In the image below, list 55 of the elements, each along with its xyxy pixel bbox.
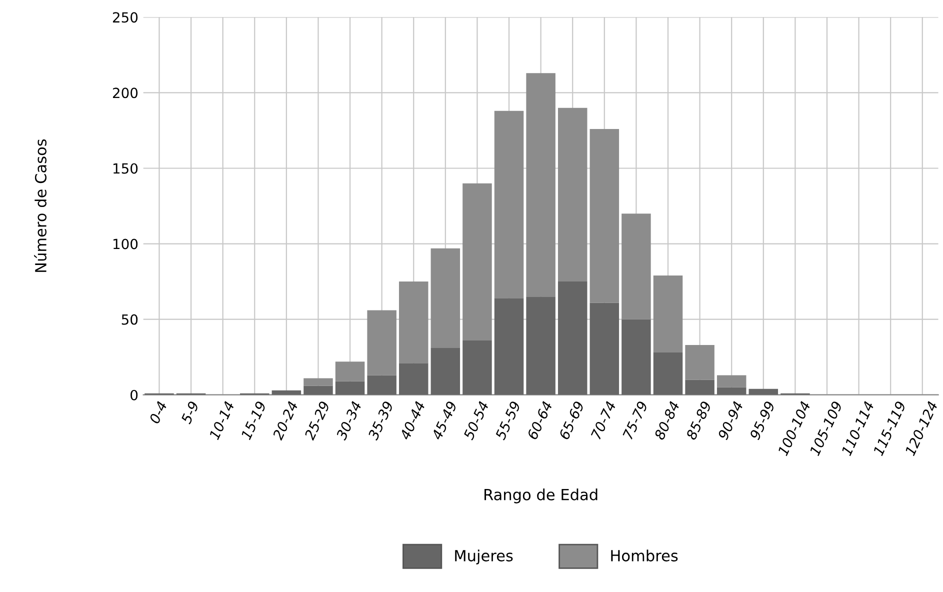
bar <box>367 310 396 376</box>
x-tick-label: 55-59 <box>494 400 521 441</box>
y-tick-label: 50 <box>122 314 138 325</box>
bar <box>526 73 556 297</box>
legend-label: Mujeres <box>455 550 513 564</box>
bar <box>590 128 620 303</box>
bar <box>716 387 746 395</box>
bar <box>653 276 683 353</box>
x-tick-label: 60-64 <box>526 400 553 440</box>
bar <box>462 183 492 340</box>
bar <box>622 214 651 320</box>
bar <box>494 110 524 298</box>
bar <box>304 378 333 386</box>
x-tick-label: 40-44 <box>399 400 426 441</box>
bar <box>335 362 365 382</box>
legend-label: Hombres <box>611 550 678 562</box>
bar <box>398 363 428 395</box>
y-tick-label: 150 <box>113 163 138 174</box>
bar <box>558 108 588 282</box>
bar <box>430 248 460 348</box>
x-tick-label: 0-4 <box>148 400 168 424</box>
bar <box>716 375 746 388</box>
x-axis-title: Rango de Edad <box>484 488 598 504</box>
bar <box>685 345 714 380</box>
x-tick-label: 25-29 <box>304 400 330 441</box>
y-tick-label: 100 <box>113 238 138 250</box>
bar <box>590 302 620 395</box>
bar <box>653 352 683 395</box>
x-tick-label: 95-99 <box>749 400 776 440</box>
x-tick-label: 5-9 <box>180 400 200 425</box>
x-tick-label: 65-69 <box>558 400 584 440</box>
bar <box>430 348 460 395</box>
x-tick-label: 10-14 <box>208 400 235 440</box>
y-tick-label: 0 <box>130 390 138 400</box>
bar <box>558 282 588 395</box>
bar <box>367 375 396 395</box>
x-tick-label: 20-24 <box>272 400 298 441</box>
y-tick-label: 250 <box>112 12 138 23</box>
bar <box>622 319 651 395</box>
x-tick-label: 45-49 <box>431 400 458 441</box>
x-tick-label: 90-94 <box>717 400 744 440</box>
bar <box>494 298 524 395</box>
bar <box>398 282 428 364</box>
bar <box>685 380 714 395</box>
x-tick-label: 85-89 <box>686 400 712 440</box>
x-tick-label: 80-84 <box>654 400 680 440</box>
y-axis-title: Número de Casos <box>34 139 47 272</box>
x-tick-label: 35-39 <box>367 400 394 441</box>
bar <box>304 386 333 395</box>
x-tick-label: 15-19 <box>240 400 266 440</box>
bar <box>526 296 556 395</box>
y-tick-label: 200 <box>112 88 138 98</box>
bar <box>462 340 492 395</box>
bar <box>748 388 778 395</box>
bar <box>335 381 365 395</box>
